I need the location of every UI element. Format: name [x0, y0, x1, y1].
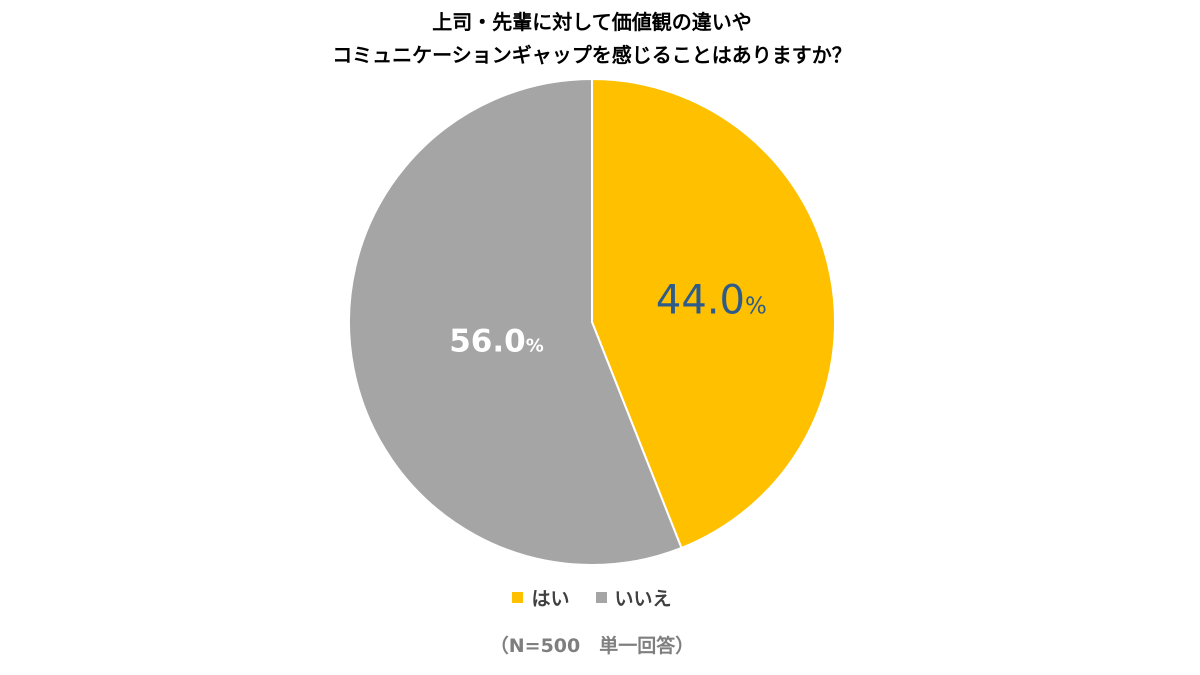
legend-swatch-yes: [512, 592, 524, 603]
legend: はい いいえ: [0, 584, 1184, 611]
legend-label-yes: はい: [531, 588, 570, 610]
pie-slice-no: [348, 77, 683, 566]
pie-slice-yes: [591, 77, 836, 550]
legend-item-no: いいえ: [595, 584, 672, 611]
chart-title-line-2: コミュニケーションギャップを感じることはありますか？: [332, 43, 852, 67]
pie-slices: [348, 77, 836, 566]
chart-title: 上司・先輩に対して価値観の違いや コミュニケーションギャップを感じることはありま…: [0, 6, 1184, 72]
data-label-yes: 44.0%: [656, 278, 767, 324]
legend-item-yes: はい: [512, 584, 570, 611]
legend-label-no: いいえ: [614, 588, 672, 610]
data-label-no: 56.0%: [449, 323, 544, 359]
sample-note: （N=500 単一回答）: [489, 635, 695, 657]
data-labels: 44.0% 56.0%: [449, 278, 767, 360]
legend-swatch-no: [595, 592, 607, 603]
chart-title-line-1: 上司・先輩に対して価値観の違いや: [432, 10, 752, 34]
